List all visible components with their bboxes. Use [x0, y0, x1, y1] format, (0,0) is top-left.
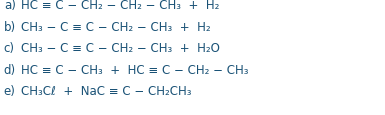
Text: CH₃ − C ≡ C − CH₂ − CH₃  +  H₂: CH₃ − C ≡ C − CH₂ − CH₃ + H₂ — [21, 21, 211, 33]
Text: e): e) — [4, 84, 16, 97]
Text: CH₃ − C ≡ C − CH₂ − CH₃  +  H₂O: CH₃ − C ≡ C − CH₂ − CH₃ + H₂O — [21, 42, 220, 55]
Text: CH₃Cℓ  +  NaC ≡ C − CH₂CH₃: CH₃Cℓ + NaC ≡ C − CH₂CH₃ — [21, 84, 192, 97]
Text: a): a) — [4, 0, 16, 12]
Text: HC ≡ C − CH₂ − CH₂ − CH₃  +  H₂: HC ≡ C − CH₂ − CH₂ − CH₃ + H₂ — [21, 0, 219, 12]
Text: d): d) — [4, 63, 16, 76]
Text: c): c) — [4, 42, 15, 55]
Text: b): b) — [4, 21, 16, 33]
Text: HC ≡ C − CH₃  +  HC ≡ C − CH₂ − CH₃: HC ≡ C − CH₃ + HC ≡ C − CH₂ − CH₃ — [21, 63, 249, 76]
